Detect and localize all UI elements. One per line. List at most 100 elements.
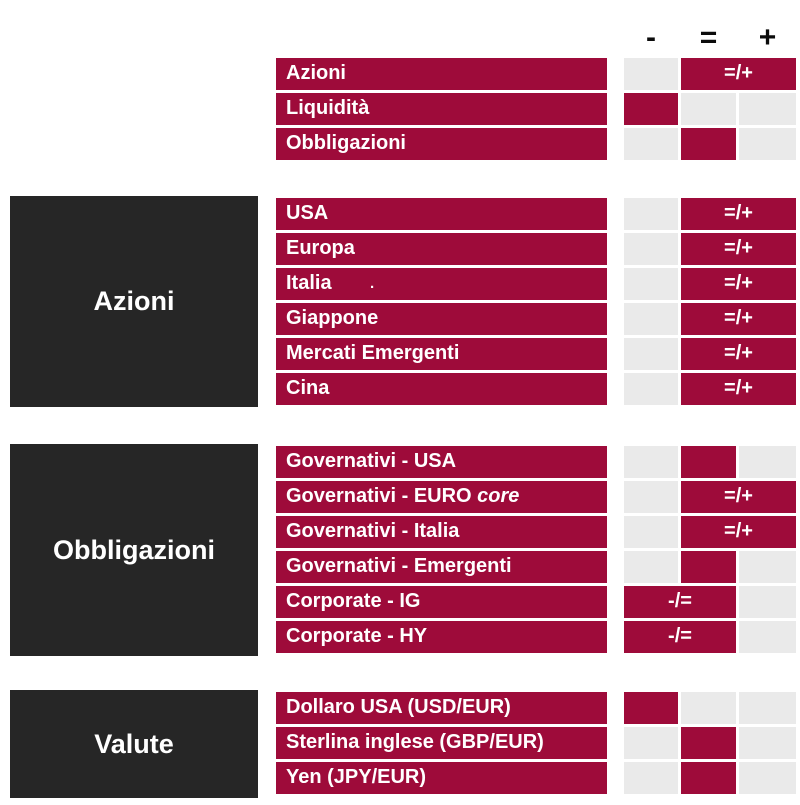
cell-equal — [681, 762, 736, 794]
row-cells: =/+ — [0, 58, 800, 90]
cell-minus — [624, 373, 678, 405]
row-mercati-emergenti: Mercati Emergenti =/+ — [0, 338, 800, 370]
row-cells — [0, 446, 800, 478]
row-label-bar: Yen (JPY/EUR) — [276, 762, 607, 794]
equal-column-header: = — [699, 21, 718, 54]
cell-minus — [624, 93, 678, 125]
cell-minus-equal: -/= — [624, 621, 736, 653]
row-label: Cina — [286, 377, 330, 399]
section-title-label: Obbligazioni — [53, 534, 215, 565]
row-label-bar: Governativi - USA — [276, 446, 607, 478]
row-liquidita-summary: Liquidità — [0, 93, 800, 125]
cell-plus — [739, 621, 796, 653]
row-cells: =/+ — [0, 338, 800, 370]
cell-minus-equal: -/= — [624, 586, 736, 618]
row-governativi-emergenti: Governativi - Emergenti — [0, 551, 800, 583]
cell-minus — [624, 128, 678, 160]
row-azioni-summary: Azioni =/+ — [0, 58, 800, 90]
row-corporate-hy: Corporate - HY -/= — [0, 621, 800, 653]
row-yen: Yen (JPY/EUR) — [0, 762, 800, 794]
row-cells: =/+ — [0, 373, 800, 405]
row-label-bar: Corporate - HY — [276, 621, 607, 653]
row-cells — [0, 762, 800, 794]
row-giappone: Giappone =/+ — [0, 303, 800, 335]
cell-plus — [739, 727, 796, 759]
row-cells — [0, 128, 800, 160]
row-cells: =/+ — [0, 481, 800, 513]
row-governativi-italia: Governativi - Italia =/+ — [0, 516, 800, 548]
cell-equal-plus: =/+ — [681, 58, 796, 90]
cell-minus — [624, 268, 678, 300]
row-label-bar: Italia. — [276, 268, 607, 300]
row-cells: =/+ — [0, 198, 800, 230]
row-label: Europa — [286, 237, 355, 259]
row-governativi-usa: Governativi - USA — [0, 446, 800, 478]
row-label-bar: Liquidità — [276, 93, 607, 125]
row-label-bar: Governativi - Emergenti — [276, 551, 607, 583]
row-label-bar: Azioni — [276, 58, 607, 90]
section-title-label: Azioni — [93, 286, 175, 316]
plus-column-header: + — [758, 21, 777, 54]
row-label: Governativi - Italia — [286, 520, 460, 542]
cell-equal — [681, 727, 736, 759]
row-cells — [0, 692, 800, 724]
cell-plus — [739, 692, 796, 724]
cell-equal-plus: =/+ — [681, 373, 796, 405]
cell-minus — [624, 303, 678, 335]
cell-minus — [624, 551, 678, 583]
row-label: Italia — [286, 272, 332, 294]
cell-minus — [624, 481, 678, 513]
row-label-bar: Cina — [276, 373, 607, 405]
section-title-azioni: Azioni — [10, 196, 258, 407]
cell-equal — [681, 446, 736, 478]
cell-equal-plus: =/+ — [681, 233, 796, 265]
row-cells: =/+ — [0, 268, 800, 300]
row-cells: =/+ — [0, 233, 800, 265]
minus-column-header: - — [646, 21, 656, 54]
row-label-bar: Governativi - Italia — [276, 516, 607, 548]
cell-plus — [739, 762, 796, 794]
cell-equal-plus: =/+ — [681, 303, 796, 335]
row-label-bar: Europa — [276, 233, 607, 265]
section-title-label: Valute — [94, 728, 174, 759]
cell-equal — [681, 692, 736, 724]
row-label-bar: Mercati Emergenti — [276, 338, 607, 370]
row-cells: =/+ — [0, 303, 800, 335]
row-label-bar: Dollaro USA (USD/EUR) — [276, 692, 607, 724]
cell-minus — [624, 727, 678, 759]
row-label-bar: Governativi - EURO core — [276, 481, 607, 513]
row-cells: -/= — [0, 621, 800, 653]
section-title-obbligazioni: Obbligazioni — [10, 444, 258, 656]
cell-minus — [624, 233, 678, 265]
cell-plus — [739, 586, 796, 618]
row-usa: USA =/+ — [0, 198, 800, 230]
row-label: Corporate - HY — [286, 625, 428, 647]
row-cells: -/= — [0, 586, 800, 618]
row-europa: Europa =/+ — [0, 233, 800, 265]
row-label: Sterlina inglese (GBP/EUR) — [286, 731, 544, 753]
row-label: Governativi - Emergenti — [286, 555, 512, 577]
cell-equal — [681, 551, 736, 583]
cell-equal-plus: =/+ — [681, 516, 796, 548]
cell-minus — [624, 692, 678, 724]
row-cina: Cina =/+ — [0, 373, 800, 405]
cell-equal-plus: =/+ — [681, 338, 796, 370]
cell-minus — [624, 58, 678, 90]
row-italia: Italia. =/+ — [0, 268, 800, 300]
row-label: Governativi - EURO — [286, 485, 478, 507]
cell-equal-plus: =/+ — [681, 268, 796, 300]
row-label-bar: USA — [276, 198, 607, 230]
cell-equal-plus: =/+ — [681, 481, 796, 513]
row-label: Giappone — [286, 307, 379, 329]
row-label-bar: Giappone — [276, 303, 607, 335]
row-label: Yen (JPY/EUR) — [286, 766, 427, 788]
section-title-valute: Valute — [10, 690, 258, 798]
row-corporate-ig: Corporate - IG -/= — [0, 586, 800, 618]
row-cells — [0, 551, 800, 583]
cell-equal-plus: =/+ — [681, 198, 796, 230]
cell-minus — [624, 198, 678, 230]
row-cells — [0, 93, 800, 125]
row-cells: =/+ — [0, 516, 800, 548]
footnote-dot: . — [370, 275, 375, 292]
